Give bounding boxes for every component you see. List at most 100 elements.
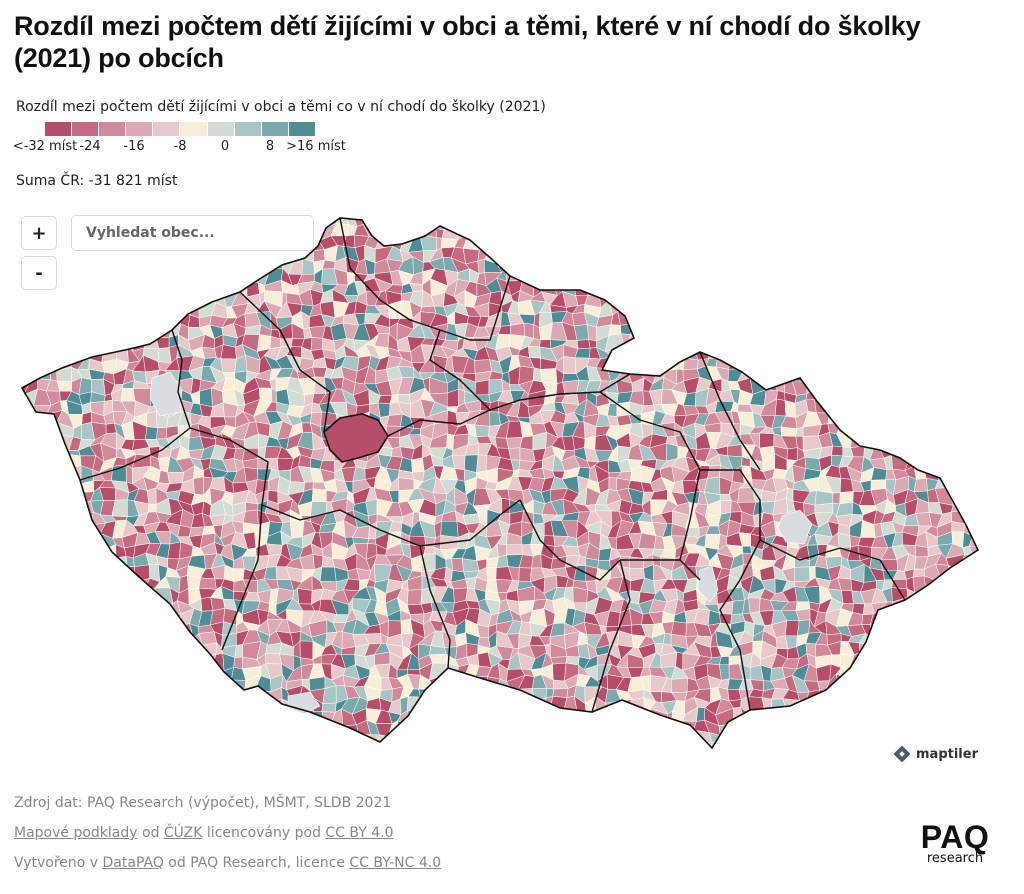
municipality-cell[interactable] — [1008, 312, 1013, 327]
municipality-cell[interactable] — [814, 719, 831, 733]
municipality-cell[interactable] — [14, 556, 26, 571]
municipality-cell[interactable] — [33, 543, 51, 560]
municipality-cell[interactable] — [804, 702, 821, 712]
municipality-cell[interactable] — [872, 333, 888, 349]
municipality-cell[interactable] — [695, 213, 709, 229]
municipality-cell[interactable] — [985, 215, 997, 227]
municipality-cell[interactable] — [827, 391, 844, 406]
municipality-cell[interactable] — [1001, 546, 1019, 557]
municipality-cell[interactable] — [1017, 205, 1024, 213]
municipality-cell[interactable] — [748, 696, 765, 715]
municipality-cell[interactable] — [926, 270, 938, 281]
municipality-cell[interactable] — [367, 538, 377, 545]
municipality-cell[interactable] — [56, 380, 72, 392]
municipality-cell[interactable] — [100, 586, 113, 601]
municipality-cell[interactable] — [224, 724, 233, 733]
municipality-cell[interactable] — [974, 215, 986, 231]
municipality-cell[interactable] — [189, 713, 207, 726]
municipality-cell[interactable] — [851, 758, 865, 760]
municipality-cell[interactable] — [864, 246, 870, 260]
municipality-cell[interactable] — [606, 734, 621, 747]
municipality-cell[interactable] — [22, 734, 39, 745]
municipality-cell[interactable] — [506, 544, 523, 556]
cuzk-link[interactable]: ČÚZK — [163, 825, 203, 841]
municipality-cell[interactable] — [917, 266, 932, 283]
municipality-cell[interactable] — [14, 588, 25, 603]
municipality-cell[interactable] — [586, 238, 598, 250]
municipality-cell[interactable] — [1014, 555, 1024, 567]
municipality-cell[interactable] — [560, 717, 578, 736]
municipality-cell[interactable] — [68, 300, 85, 319]
municipality-cell[interactable] — [14, 647, 26, 657]
municipality-cell[interactable] — [297, 718, 314, 737]
municipality-cell[interactable] — [826, 740, 839, 756]
municipality-cell[interactable] — [893, 426, 908, 436]
municipality-cell[interactable] — [622, 259, 632, 275]
municipality-cell[interactable] — [675, 227, 690, 241]
municipality-cell[interactable] — [55, 476, 71, 495]
municipality-cell[interactable] — [179, 635, 194, 649]
municipality-cell[interactable] — [434, 699, 448, 713]
municipality-cell[interactable] — [660, 302, 675, 315]
municipality-cell[interactable] — [467, 697, 482, 712]
municipality-cell[interactable] — [188, 679, 206, 692]
municipality-cell[interactable] — [124, 261, 138, 274]
municipality-cell[interactable] — [577, 731, 590, 746]
municipality-cell[interactable] — [1003, 700, 1015, 712]
municipality-cell[interactable] — [783, 301, 800, 317]
municipality-cell[interactable] — [95, 591, 103, 606]
municipality-cell[interactable] — [970, 410, 986, 428]
municipality-cell[interactable] — [1020, 271, 1024, 286]
municipality-cell[interactable] — [1004, 599, 1017, 615]
municipality-cell[interactable] — [538, 218, 559, 226]
municipality-cell[interactable] — [425, 744, 436, 758]
municipality-cell[interactable] — [990, 674, 1008, 690]
municipality-cell[interactable] — [926, 368, 943, 381]
municipality-cell[interactable] — [455, 208, 468, 219]
municipality-cell[interactable] — [883, 327, 900, 340]
municipality-cell[interactable] — [47, 741, 62, 758]
municipality-cell[interactable] — [539, 222, 552, 242]
municipality-cell[interactable] — [1015, 490, 1024, 501]
municipality-cell[interactable] — [792, 290, 808, 304]
municipality-cell[interactable] — [616, 235, 634, 250]
municipality-cell[interactable] — [660, 268, 677, 282]
municipality-cell[interactable] — [913, 477, 928, 493]
municipality-cell[interactable] — [128, 304, 140, 316]
municipality-cell[interactable] — [792, 225, 805, 239]
municipality-cell[interactable] — [431, 744, 447, 753]
municipality-cell[interactable] — [748, 367, 768, 379]
municipality-cell[interactable] — [352, 203, 370, 213]
municipality-cell[interactable] — [617, 720, 629, 738]
municipality-cell[interactable] — [816, 235, 832, 250]
municipality-cell[interactable] — [937, 256, 954, 271]
municipality-cell[interactable] — [1018, 613, 1024, 624]
municipality-cell[interactable] — [990, 489, 1007, 505]
municipality-cell[interactable] — [770, 721, 789, 736]
municipality-cell[interactable] — [1002, 345, 1015, 363]
municipality-cell[interactable] — [157, 311, 173, 330]
municipality-cell[interactable] — [124, 597, 139, 614]
municipality-cell[interactable] — [732, 742, 740, 752]
municipality-cell[interactable] — [154, 641, 169, 658]
municipality-cell[interactable] — [686, 742, 699, 758]
municipality-cell[interactable] — [705, 302, 719, 319]
municipality-cell[interactable] — [959, 646, 971, 656]
municipality-cell[interactable] — [124, 718, 134, 737]
municipality-cell[interactable] — [717, 245, 734, 262]
municipality-cell[interactable] — [71, 741, 80, 757]
municipality-cell[interactable] — [643, 731, 657, 744]
municipality-cell[interactable] — [113, 632, 127, 649]
municipality-cell[interactable] — [65, 293, 85, 306]
municipality-cell[interactable] — [794, 248, 808, 261]
municipality-cell[interactable] — [829, 345, 842, 356]
municipality-cell[interactable] — [674, 325, 690, 340]
municipality-cell[interactable] — [740, 346, 756, 361]
municipality-cell[interactable] — [630, 303, 643, 313]
municipality-cell[interactable] — [22, 708, 37, 725]
municipality-cell[interactable] — [133, 699, 146, 715]
municipality-cell[interactable] — [1007, 491, 1016, 504]
municipality-cell[interactable] — [979, 446, 993, 461]
municipality-cell[interactable] — [165, 684, 182, 700]
municipality-cell[interactable] — [1018, 250, 1024, 261]
